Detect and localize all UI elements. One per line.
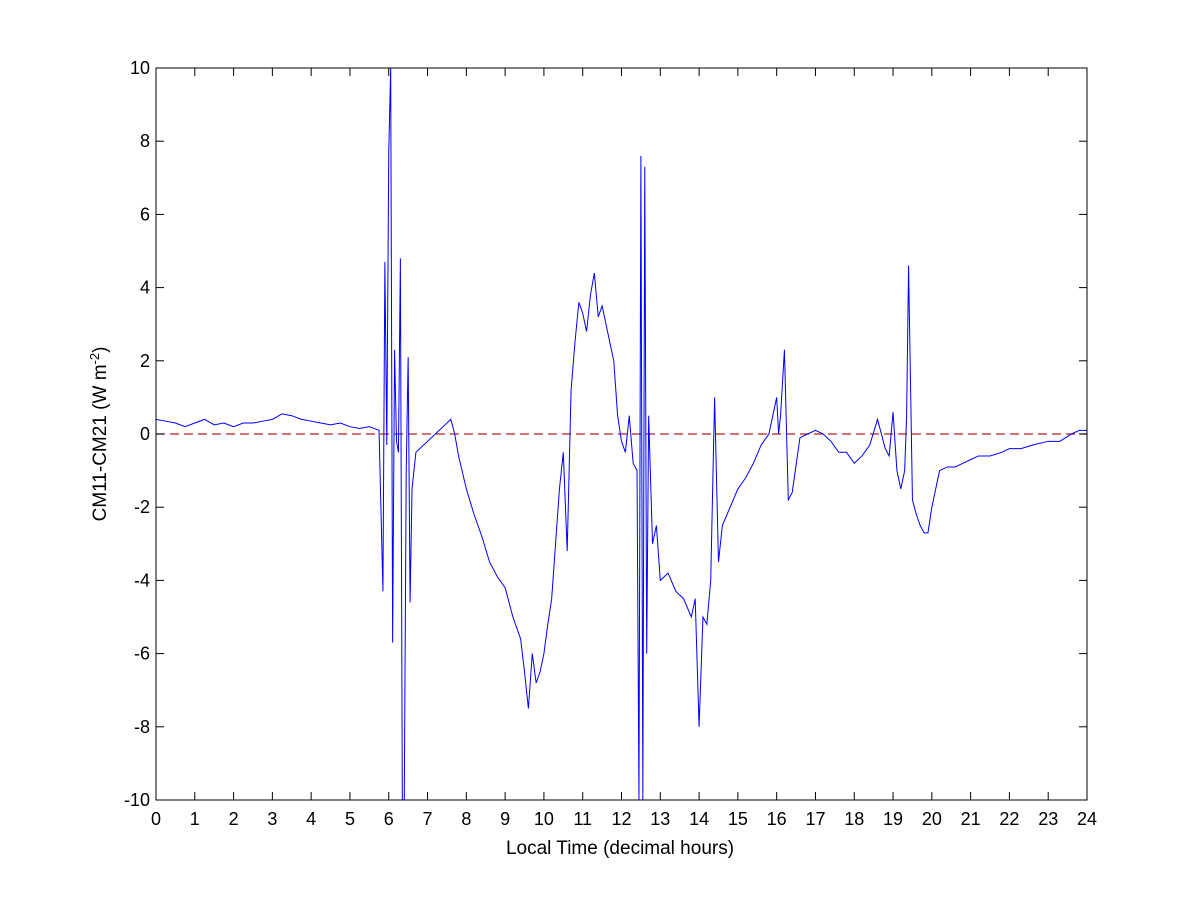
y-axis-label: CM11-CM21 (W m-2): [87, 347, 112, 522]
x-tick-label: 16: [767, 809, 787, 829]
x-tick-label: 15: [728, 809, 748, 829]
y-tick-label: 4: [140, 278, 150, 298]
x-tick-label: 20: [922, 809, 942, 829]
series-layer: [155, 67, 1087, 801]
x-axis-ticks: 0 1 2 3 4 5 6 7 8 9 10 11 12 13 14 15 16 17 18 19 20 21 22 23 24: [151, 68, 1097, 829]
x-tick-label: 18: [844, 809, 864, 829]
x-tick-label: 8: [461, 809, 471, 829]
x-tick-label: 19: [883, 809, 903, 829]
x-tick-label: 7: [423, 809, 433, 829]
x-axis-label: Local Time (decimal hours): [506, 838, 734, 859]
y-tick-label: -6: [134, 644, 150, 664]
x-tick-label: 5: [345, 809, 355, 829]
x-tick-label: 6: [384, 809, 394, 829]
y-tick-label: 8: [140, 131, 150, 151]
x-tick-label: 2: [229, 809, 239, 829]
x-tick-label: 17: [805, 809, 825, 829]
x-tick-label: 10: [534, 809, 554, 829]
x-tick-label: 9: [500, 809, 510, 829]
y-tick-label: -4: [134, 570, 150, 590]
y-tick-label: 2: [140, 351, 150, 371]
x-tick-label: 4: [306, 809, 316, 829]
x-tick-label: 24: [1077, 809, 1097, 829]
x-tick-label: 0: [151, 809, 161, 829]
y-tick-label: -10: [124, 790, 150, 810]
y-axis-label-close: ): [90, 347, 111, 353]
y-tick-label: 0: [140, 424, 150, 444]
y-tick-label: -2: [134, 497, 150, 517]
x-tick-label: 23: [1038, 809, 1058, 829]
x-tick-label: 21: [961, 809, 981, 829]
series-line-0: [155, 67, 1087, 801]
x-tick-label: 14: [689, 809, 709, 829]
y-axis-ticks: -10 -8 -6 -4 -2 0 2 4 6 8 10: [124, 58, 1087, 810]
y-tick-label: -8: [134, 717, 150, 737]
y-tick-label: 10: [130, 58, 150, 78]
x-tick-label: 1: [190, 809, 200, 829]
y-axis-label-superscript: -2: [87, 353, 102, 365]
x-tick-label: 12: [611, 809, 631, 829]
y-axis-label-main: CM11-CM21 (W m: [90, 364, 111, 521]
x-tick-label: 11: [573, 809, 592, 829]
x-tick-label: 13: [650, 809, 670, 829]
x-tick-label: 3: [267, 809, 277, 829]
x-tick-label: 22: [999, 809, 1019, 829]
y-tick-label: 6: [140, 204, 150, 224]
